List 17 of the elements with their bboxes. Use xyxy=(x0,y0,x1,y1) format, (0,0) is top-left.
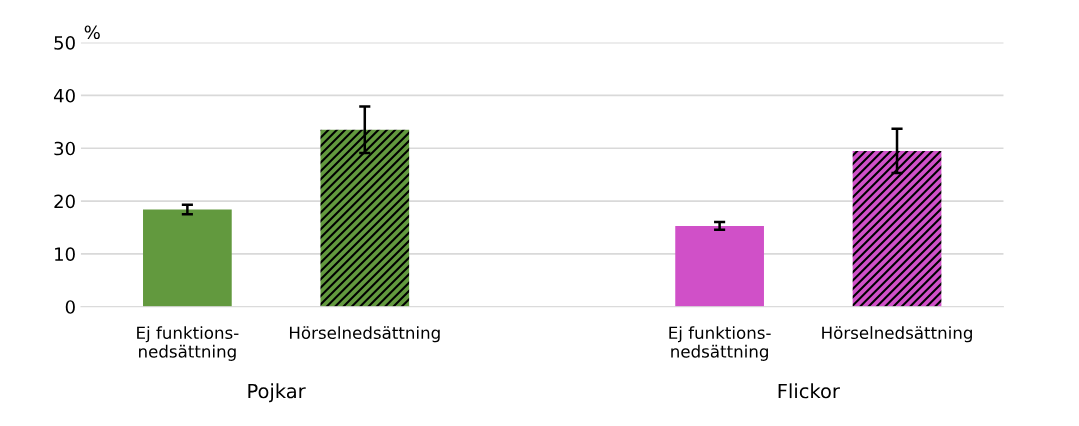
y-axis-title: % xyxy=(84,25,100,40)
y-tick-label: 20 xyxy=(54,194,75,209)
y-tick-label: 50 xyxy=(54,36,75,50)
x-tick-label: Ej funktions- nedsättning xyxy=(137,326,239,361)
bar xyxy=(852,150,942,307)
x-tick-label: Hörselnedsättning xyxy=(822,326,972,343)
y-tick-label: 0 xyxy=(65,300,75,314)
y-tick-label: 10 xyxy=(55,247,75,262)
y-tick-label: 40 xyxy=(53,88,75,103)
bar xyxy=(143,209,232,307)
x-tick-label: Hörselnedsättning xyxy=(290,326,440,343)
bar xyxy=(320,129,410,307)
y-tick-label: 30 xyxy=(54,141,75,156)
text: Flickor xyxy=(778,383,840,399)
text: Pojkar xyxy=(248,383,306,403)
bar xyxy=(675,225,764,307)
x-tick-label: Ej funktions- nedsättning xyxy=(669,326,771,361)
